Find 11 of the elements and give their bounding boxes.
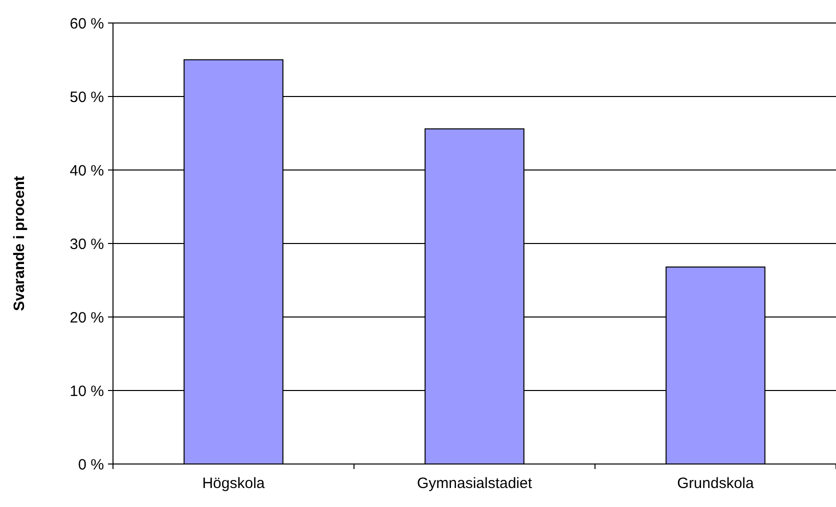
y-tick-label: 20 % [70,309,104,326]
y-tick-label: 60 % [70,15,104,32]
y-tick-label: 50 % [70,88,104,106]
y-axis-title: Svarande i procent [11,176,28,312]
y-tick-label: 30 % [70,236,104,253]
y-tick-label: 40 % [70,162,104,180]
x-tick-label: Gymnasialstadiet [416,475,533,492]
x-tick-label: Grundskola [677,475,755,492]
y-tick-label: 10 % [70,382,104,400]
x-tick-label: Högskola [202,475,266,492]
y-tick-label: 0 % [78,456,104,474]
